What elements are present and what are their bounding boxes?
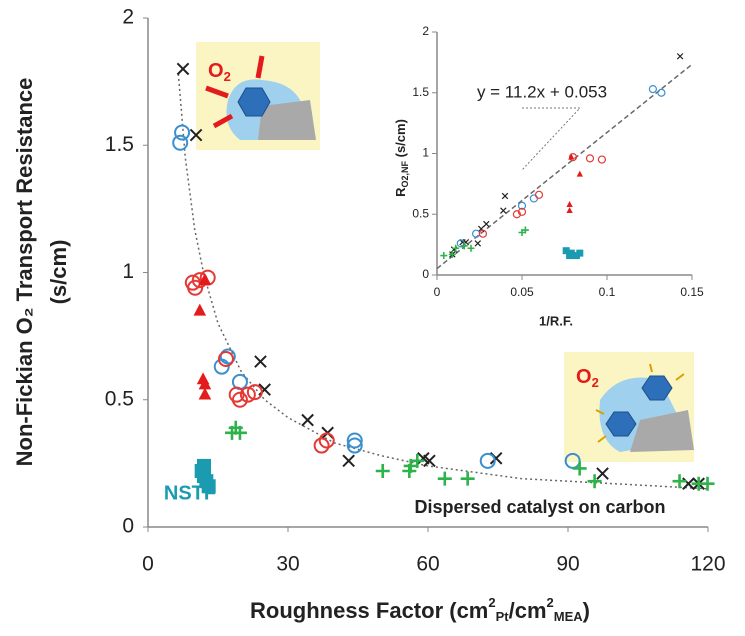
y-tick-label: 0 [122,515,134,538]
y-tick-label: 1.5 [105,133,134,156]
point [342,454,355,468]
point [313,437,330,454]
point [700,476,715,491]
fit-line [177,73,709,490]
point [217,351,234,368]
point [232,425,247,440]
y-tick-label: 0.5 [412,206,429,220]
point [657,88,666,97]
point [375,464,390,479]
point [568,153,575,160]
x-tick-label: 0 [142,553,154,576]
point [246,384,263,401]
x-tick-label: 60 [416,553,439,576]
y-axis-title: (s/cm) [46,240,71,305]
point [318,432,335,449]
point [239,386,256,403]
point [193,303,207,316]
point [585,154,595,163]
y-tick-label: 1.5 [412,85,429,99]
inset-background [392,20,702,325]
annotation: Dispersed catalyst on carbon [414,497,665,517]
illustration-top: O2 [196,42,320,150]
y-tick-label: 0.5 [105,387,134,410]
point [410,453,425,468]
o2-label: O2 [576,366,599,390]
illustration-bottom: O2 [564,352,694,462]
point [572,461,587,476]
point [596,467,609,480]
x-tick-label: 120 [690,553,725,576]
fit-line [436,63,693,270]
point [197,458,211,473]
o2-label: O2 [208,60,231,84]
point [198,273,212,286]
x-axis-title: Roughness Factor (cm2Pt/cm2MEA) [250,595,590,624]
point [566,207,573,214]
x-tick-label: 0.05 [510,285,534,299]
point [198,377,212,390]
point [518,228,526,236]
y-axis-title: Non-Fickian O₂ Transport Resistance [12,78,37,467]
slope-triangle [521,107,582,171]
point [346,432,363,449]
point [478,229,487,238]
point [452,244,460,252]
point [566,201,573,207]
y-tick-label: 1 [122,260,134,283]
point [672,474,687,489]
point [587,474,602,489]
point [460,242,468,250]
equation: y = 11.2x + 0.053 [477,82,607,101]
point [440,252,448,260]
point [254,355,267,368]
point [562,247,570,255]
point [437,471,452,486]
point [479,452,496,469]
point [423,454,436,468]
point [176,62,190,76]
point [219,348,236,365]
point [172,134,189,151]
point [597,155,607,164]
point [500,207,507,214]
x-axis-title: 1/R.F. [539,313,573,328]
point [467,244,475,252]
x-tick-label: 30 [276,553,299,576]
x-tick-label: 90 [556,553,579,576]
x-tick-label: 0.1 [599,285,616,299]
y-tick-label: 2 [422,24,429,38]
point [448,250,456,258]
x-tick-label: 0 [434,285,441,299]
point [576,170,583,177]
point [517,201,527,210]
point [576,249,584,257]
point [460,471,475,486]
point [174,124,191,141]
point [189,128,203,142]
point [483,220,490,228]
y-tick-label: 2 [122,6,134,29]
y-tick-label: 1 [422,146,429,160]
point [231,391,248,408]
x-tick-label: 0.15 [680,285,704,299]
point [346,437,363,454]
point [501,192,509,200]
point [512,210,522,219]
point [676,53,684,60]
point [301,413,314,427]
point [648,85,658,94]
y-axis-title: RO2,NF (s/cm) [393,119,410,197]
point [517,207,527,216]
point [201,479,216,494]
point [566,252,574,260]
point [198,387,212,400]
point [534,190,544,199]
y-tick-label: 0 [422,267,429,281]
point [474,240,482,247]
